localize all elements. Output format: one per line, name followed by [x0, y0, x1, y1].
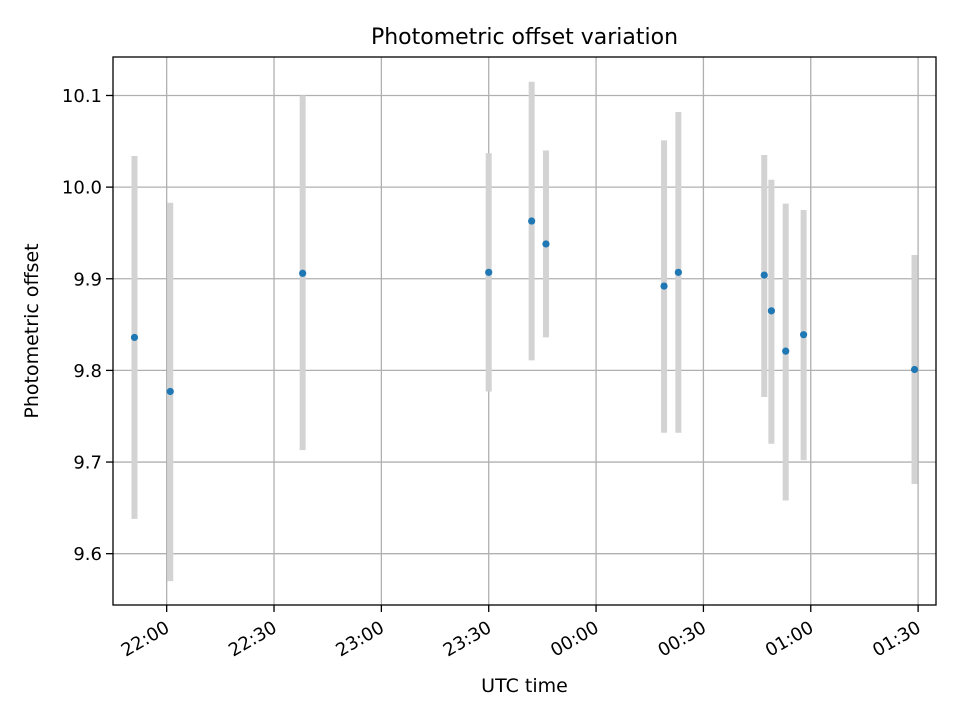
- data-point: [166, 387, 174, 396]
- data-points: [130, 217, 919, 396]
- data-point: [674, 268, 682, 276]
- x-tick-label: 23:30: [440, 617, 495, 661]
- y-tick-label: 10.1: [62, 86, 102, 107]
- plot-frame: [112, 56, 937, 606]
- chart-title: Photometric offset variation: [371, 25, 678, 50]
- data-point: [528, 217, 536, 225]
- x-tick-label: 01:00: [762, 617, 817, 661]
- data-point: [760, 271, 768, 279]
- grid: [113, 57, 936, 605]
- data-point: [299, 269, 307, 277]
- y-tick-label: 9.6: [73, 544, 102, 565]
- y-tick-label: 10.0: [62, 178, 102, 199]
- x-tick-label: 01:30: [869, 617, 924, 661]
- x-tick-label: 00:00: [547, 617, 602, 661]
- y-axis-label: Photometric offset: [21, 243, 43, 418]
- x-tick-label: 22:30: [225, 617, 280, 661]
- data-point: [542, 240, 550, 248]
- y-tick-label: 9.7: [73, 453, 102, 474]
- axis-ticks: 22:00 22:30 23:00 23:30 00:00 00:30 01:00 01:30…: [62, 86, 925, 661]
- x-tick-label: 22:00: [118, 617, 173, 661]
- y-tick-label: 9.9: [73, 269, 102, 290]
- data-point: [660, 282, 668, 290]
- data-point: [485, 268, 493, 276]
- y-tick-label: 9.8: [73, 361, 102, 382]
- data-point: [767, 307, 776, 315]
- data-point: [130, 333, 139, 342]
- error-bars: [131, 81, 918, 582]
- data-point: [782, 347, 790, 355]
- x-tick-label: 00:30: [654, 617, 709, 661]
- data-point: [800, 331, 808, 339]
- data-point: [910, 365, 919, 374]
- x-axis-label: UTC time: [481, 675, 568, 697]
- x-tick-label: 23:00: [332, 617, 387, 661]
